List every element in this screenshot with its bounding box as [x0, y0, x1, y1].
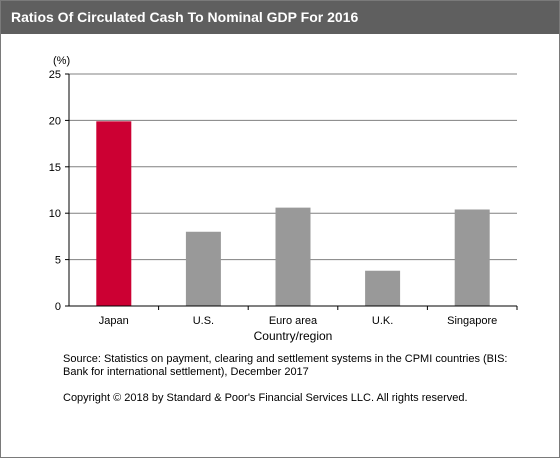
- x-axis-title: Country/region: [254, 329, 333, 343]
- y-tick-labels: 0 5 10 15 20 25: [49, 69, 61, 313]
- y-tick-label: 25: [49, 69, 61, 81]
- bar-japan: [96, 121, 132, 306]
- bar-singapore: [454, 209, 490, 306]
- y-unit-label: (%): [53, 55, 70, 67]
- bar-u-k: [365, 270, 401, 306]
- bar-euro-area: [275, 207, 311, 306]
- bars: [96, 121, 490, 306]
- x-tick-label: U.S.: [193, 315, 214, 327]
- y-tick-label: 20: [49, 115, 61, 127]
- source-line-1: Source: Statistics on payment, clearing …: [63, 353, 508, 365]
- bar-u-s: [185, 231, 221, 306]
- source-line-2: Bank for international settlement), Dece…: [63, 366, 309, 378]
- title-bar: Ratios Of Circulated Cash To Nominal GDP…: [1, 1, 559, 34]
- y-tick-label: 5: [55, 255, 61, 267]
- x-tick-labels: Japan U.S. Euro area U.K. Singapore: [99, 306, 518, 327]
- x-tick-label: Japan: [99, 315, 129, 327]
- x-tick-label: Singapore: [447, 315, 497, 327]
- y-tick-label: 10: [49, 208, 61, 220]
- y-tick-label: 15: [49, 162, 61, 174]
- x-tick-label: Euro area: [269, 315, 318, 327]
- y-tick-label: 0: [55, 301, 61, 313]
- x-tick-label: U.K.: [372, 315, 393, 327]
- copyright-text: Copyright © 2018 by Standard & Poor's Fi…: [63, 392, 468, 404]
- chart-title: Ratios Of Circulated Cash To Nominal GDP…: [11, 9, 359, 25]
